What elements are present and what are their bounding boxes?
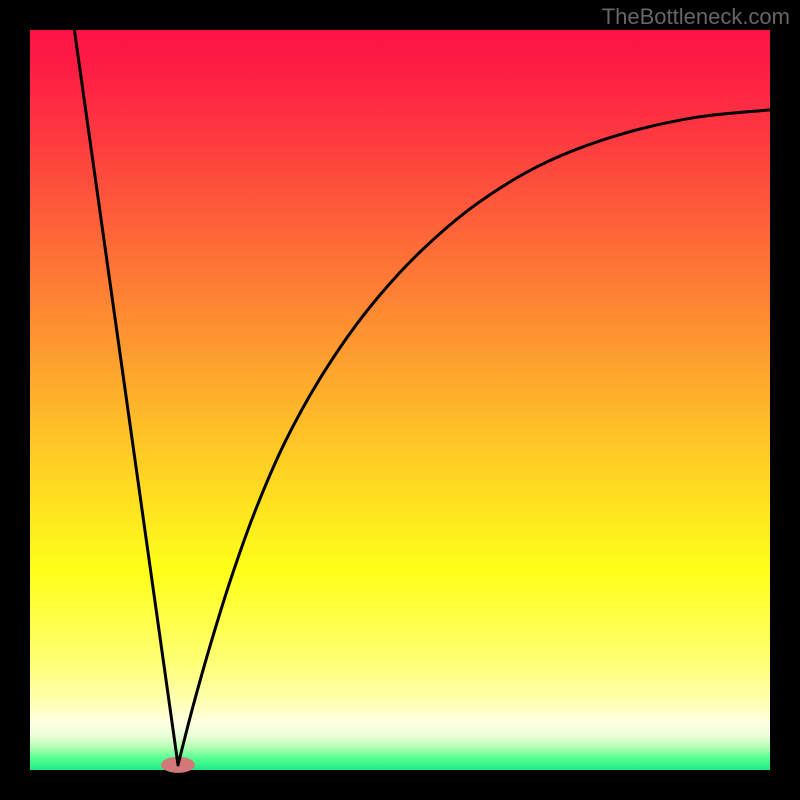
watermark-label: TheBottleneck.com bbox=[602, 4, 790, 30]
chart-container: TheBottleneck.com bbox=[0, 0, 800, 800]
bottleneck-chart bbox=[0, 0, 800, 800]
